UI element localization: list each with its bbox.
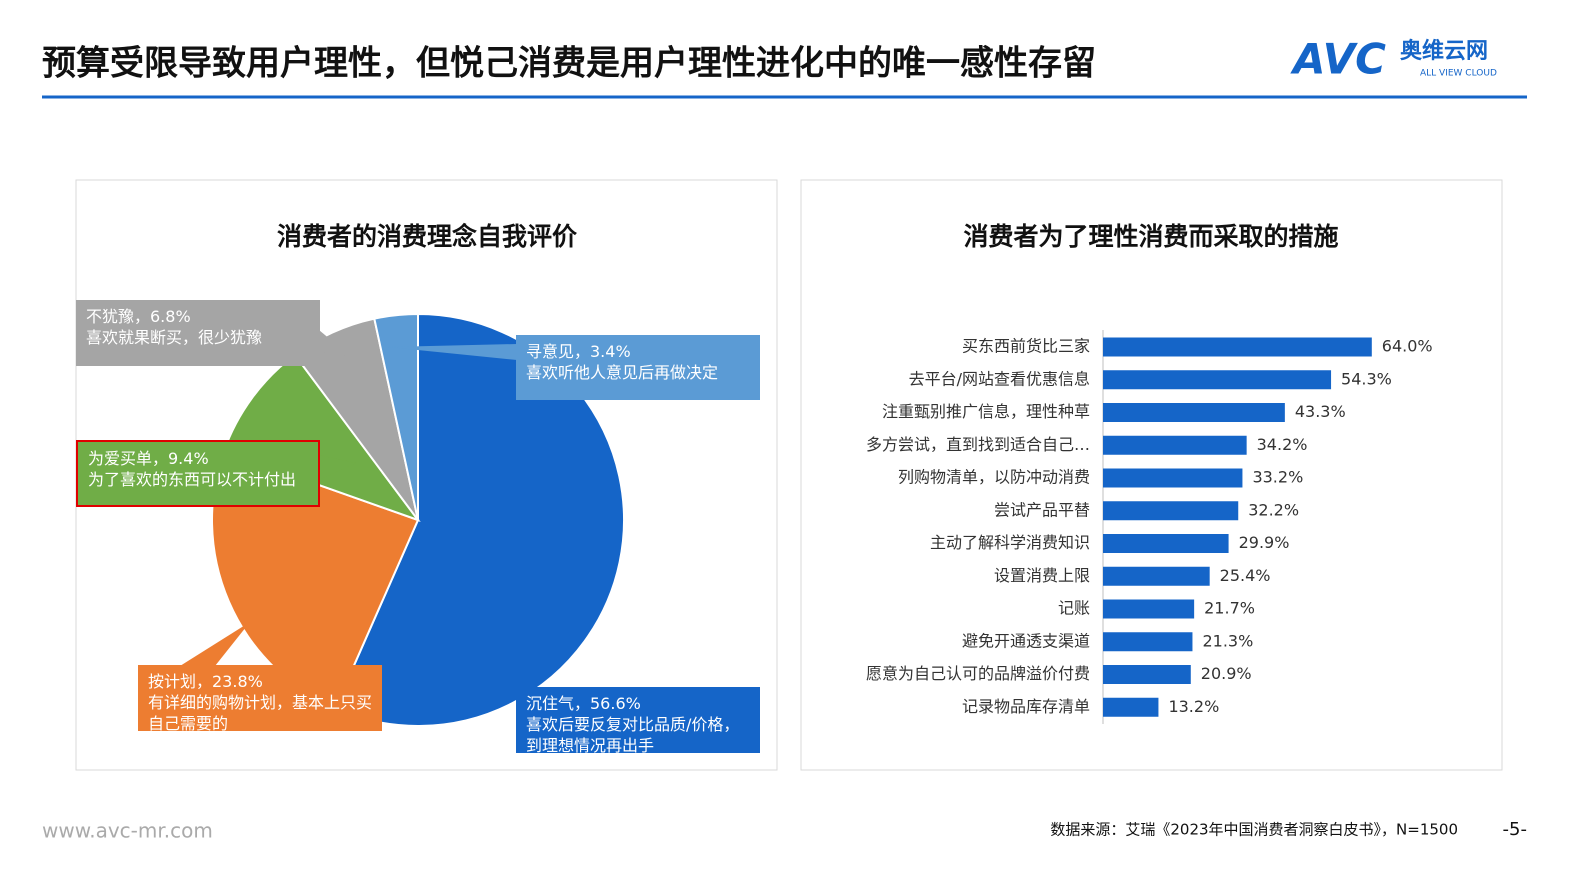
category-label: 记录物品库存清单: [962, 697, 1090, 716]
value-label: 32.2%: [1248, 500, 1299, 519]
category-label: 设置消费上限: [994, 566, 1090, 585]
category-label: 去平台/网站查看优惠信息: [909, 369, 1090, 388]
pie-slice: [373, 312, 419, 521]
value-label: 64.0%: [1382, 337, 1433, 356]
page-number: -5-: [1503, 819, 1527, 840]
callout-value-label: 沉住气，56.6%: [526, 694, 641, 713]
callout-pointer: [388, 344, 517, 360]
value-label: 33.2%: [1252, 468, 1303, 487]
category-label: 尝试产品平替: [994, 500, 1090, 519]
callout: 沉住气，56.6% 喜欢后要反复对比品质/价格，到理想情况再出手: [516, 687, 760, 755]
category-label: 记账: [1058, 599, 1090, 618]
callout: 寻意见，3.4% 喜欢听他人意见后再做决定: [516, 335, 760, 400]
callout: 为爱买单，9.4% 为了喜欢的东西可以不计付出: [76, 440, 320, 507]
callout-pointer: [180, 622, 250, 666]
bar: [1103, 435, 1247, 455]
category-label: 主动了解科学消费知识: [930, 533, 1090, 552]
callout-pointer: [319, 455, 356, 480]
category-label: 买东西前货比三家: [962, 337, 1090, 356]
callout-description: 有详细的购物计划，基本上只买自己需要的: [148, 693, 373, 733]
logo-name: 奥维云网: [1400, 38, 1488, 64]
callout: 按计划，23.8% 有详细的购物计划，基本上只买自己需要的: [138, 665, 382, 733]
bar: [1103, 697, 1159, 717]
callout-description: 喜欢后要反复对比品质/价格，到理想情况再出手: [526, 715, 740, 755]
footer-url: www.avc-mr.com: [42, 819, 213, 843]
logo-mark: AVC: [1290, 35, 1386, 84]
value-label: 29.9%: [1239, 533, 1290, 552]
category-label: 列购物清单，以防冲动消费: [898, 468, 1090, 487]
category-label: 多方尝试，直到找到适合自己…: [866, 435, 1090, 454]
slide-title: 预算受限导致用户理性，但悦己消费是用户理性进化中的唯一感性存留: [42, 44, 1096, 84]
logo-tagline: ALL VIEW CLOUD: [1420, 69, 1497, 79]
value-label: 54.3%: [1341, 369, 1392, 388]
value-label: 43.3%: [1295, 402, 1346, 421]
bar: [1103, 501, 1239, 521]
bar: [1103, 468, 1243, 488]
callout: 不犹豫，6.8% 喜欢就果断买，很少犹豫: [76, 300, 320, 366]
callout-description: 喜欢听他人意见后再做决定: [526, 363, 719, 382]
panel: [800, 179, 1503, 771]
callout-description: 喜欢就果断买，很少犹豫: [86, 328, 263, 347]
value-label: 25.4%: [1220, 566, 1271, 585]
value-label: 21.7%: [1204, 599, 1255, 618]
category-label: 注重甄别推广信息，理性种草: [882, 402, 1090, 421]
chart-title: 消费者为了理性消费而采取的措施: [963, 222, 1338, 251]
callout-value-label: 为爱买单，9.4%: [88, 449, 209, 468]
value-label: 13.2%: [1168, 697, 1219, 716]
value-label: 21.3%: [1202, 631, 1253, 650]
chart-title: 消费者的消费理念自我评价: [277, 222, 578, 251]
bar: [1103, 370, 1332, 390]
callout-value-label: 不犹豫，6.8%: [86, 307, 191, 326]
value-label: 20.9%: [1201, 664, 1252, 683]
bar: [1103, 337, 1372, 357]
category-label: 愿意为自己认可的品牌溢价付费: [866, 664, 1090, 683]
bar: [1103, 665, 1191, 684]
bar: [1103, 632, 1193, 652]
bar: [1103, 599, 1195, 619]
callout-pointer: [319, 330, 350, 356]
callout-value-label: 按计划，23.8%: [148, 672, 263, 691]
bar: [1103, 403, 1285, 422]
category-label: 避免开通透支渠道: [962, 631, 1090, 650]
value-label: 34.2%: [1257, 435, 1308, 454]
bar: [1103, 566, 1210, 586]
footer-source: 数据来源：艾瑞《2023年中国消费者洞察白皮书》，N=1500: [1050, 821, 1458, 839]
bar: [1103, 534, 1229, 553]
callout-description: 为了喜欢的东西可以不计付出: [88, 470, 297, 489]
callout-value-label: 寻意见，3.4%: [526, 342, 631, 361]
